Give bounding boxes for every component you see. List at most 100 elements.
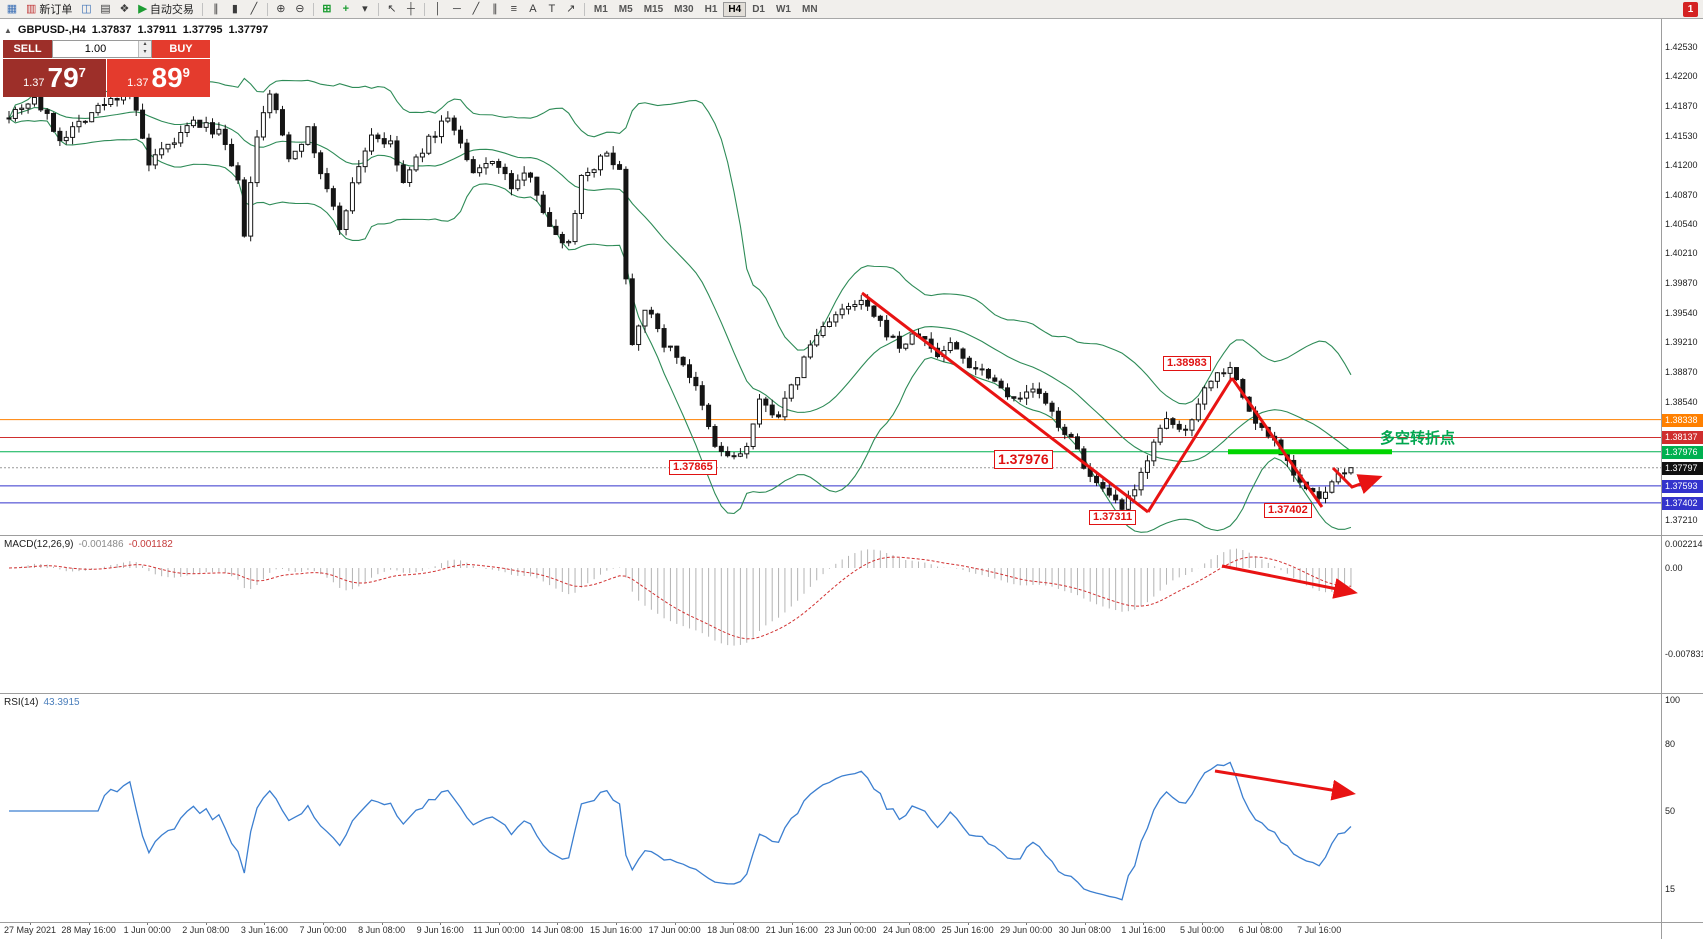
timeframe-M5[interactable]: M5 (618, 3, 633, 15)
autotrading-button[interactable]: ▶ 自动交易 (134, 1, 197, 18)
symbol-period-label: GBPUSD-,H4 (17, 24, 86, 36)
market-watch-icon[interactable]: ◫ (81, 2, 92, 15)
fibonacci-icon[interactable]: ≡ (510, 2, 518, 15)
alert-badge[interactable]: 1 (1683, 2, 1698, 17)
trend-line[interactable] (1331, 466, 1383, 494)
timeframe-W1[interactable]: W1 (775, 3, 791, 15)
time-axis-label: 30 Jun 08:00 (1058, 925, 1111, 935)
candlestick-chart-icon[interactable]: ▮ (231, 2, 238, 15)
crosshair-icon[interactable]: ┼ (406, 2, 415, 15)
timeframe-M30[interactable]: M30 (674, 3, 694, 15)
price-axis-label: 1.39210 (1665, 337, 1698, 348)
current-price-box: 1.37797 (1662, 461, 1703, 475)
sell-price-button[interactable]: 1.37 79 7 (3, 59, 106, 97)
price-axis-label: 1.41200 (1665, 160, 1698, 171)
macd-signal-line (8, 556, 1351, 640)
price-flag-label[interactable]: 1.37311 (1089, 510, 1137, 525)
price-axis-label: 1.40540 (1665, 218, 1698, 229)
time-axis-label: 23 Jun 00:00 (824, 925, 877, 935)
price-axis-label: 1.37210 (1665, 514, 1698, 525)
trend-line[interactable] (1230, 377, 1324, 508)
navigator-icon[interactable]: ❖ (119, 2, 130, 15)
price-axis-label: 1.39870 (1665, 278, 1698, 289)
price-axis-level-box: 1.38137 (1662, 431, 1703, 445)
timeframe-MN[interactable]: MN (801, 3, 818, 15)
panel-splitter-macd[interactable] (0, 535, 1703, 536)
label-tool-icon[interactable]: T (548, 2, 556, 15)
indicators-add-icon[interactable]: + (342, 2, 350, 15)
time-axis-tick (323, 922, 324, 925)
line-chart-icon[interactable]: ╱ (250, 2, 258, 15)
price-axis-label: 1.38870 (1665, 367, 1698, 378)
trend-line[interactable] (1221, 564, 1358, 599)
new-order-label: 新订单 (39, 4, 73, 16)
timeframe-M1[interactable]: M1 (593, 3, 608, 15)
chart-window-icon[interactable]: ▦ (6, 2, 18, 15)
time-axis-tick (909, 922, 910, 925)
one-click-collapse-icon[interactable]: ▲ (4, 25, 12, 35)
arrows-tool-icon[interactable]: ↗ (566, 2, 576, 15)
cursor-icon[interactable]: ↖ (387, 2, 397, 15)
panel-splitter-rsi[interactable] (0, 693, 1703, 694)
rsi-label: RSI(14) 43.3915 (4, 697, 80, 708)
toolbar-separator (312, 2, 314, 16)
time-axis-tick (88, 922, 90, 925)
volume-input[interactable] (53, 41, 138, 57)
price-axis-level-box: 1.38338 (1662, 413, 1703, 427)
zoom-out-icon[interactable]: ⊖ (295, 2, 305, 15)
bar-chart-icon[interactable]: ∥ (213, 2, 219, 15)
horizontal-line-icon[interactable]: ─ (452, 2, 461, 15)
time-axis-label: 18 Jun 08:00 (707, 925, 760, 935)
periods-dropdown-icon[interactable]: ▾ (362, 2, 368, 15)
time-axis-label: 17 Jun 00:00 (648, 925, 701, 935)
bollinger-bands (8, 77, 1352, 533)
volume-up-icon[interactable]: ▴ (139, 41, 151, 49)
time-axis-label: 3 Jun 16:00 (240, 925, 288, 935)
price-flag-label[interactable]: 1.38983 (1163, 356, 1211, 371)
time-axis-label: 24 Jun 08:00 (882, 925, 936, 935)
timeframe-M15[interactable]: M15 (643, 3, 664, 15)
price-flag-label[interactable]: 1.37976 (994, 450, 1053, 469)
time-axis-label: 9 Jun 16:00 (416, 925, 464, 935)
rsi-axis-label: 50 (1665, 806, 1676, 816)
tile-windows-icon[interactable]: ⊞ (322, 2, 332, 15)
trend-line[interactable] (861, 291, 1149, 514)
time-axis-tick (1260, 922, 1262, 925)
buy-price-button[interactable]: 1.37 89 9 (107, 59, 210, 97)
timeframe-H4[interactable]: H4 (723, 1, 747, 17)
time-axis-tick (264, 922, 266, 925)
zoom-in-icon[interactable]: ⊕ (276, 2, 286, 15)
buy-button[interactable]: BUY (152, 40, 210, 58)
vertical-line-icon[interactable]: │ (434, 2, 442, 15)
text-tool-icon[interactable]: A (529, 2, 537, 15)
trend-line[interactable] (1146, 377, 1234, 513)
price-flag-label[interactable]: 1.37865 (669, 460, 717, 475)
timeframe-D1[interactable]: D1 (752, 3, 765, 15)
new-order-icon: ▥ (26, 2, 37, 15)
time-axis-tick (674, 922, 676, 925)
price-axis-level-box: 1.37593 (1662, 479, 1703, 493)
sell-button[interactable]: SELL (3, 40, 52, 58)
macd-label: MACD(12,26,9) -0.001486 -0.001182 (4, 539, 173, 550)
turning-point-annotation[interactable]: 多空转折点 (1380, 430, 1456, 447)
trendline-icon[interactable]: ╱ (472, 2, 480, 15)
timeframe-H1[interactable]: H1 (704, 3, 718, 15)
time-axis-tick (147, 922, 149, 925)
new-order-button[interactable]: ▥ 新订单 (22, 1, 76, 18)
price-axis-label: 1.40870 (1665, 189, 1698, 200)
trend-line[interactable] (1214, 769, 1356, 801)
volume-down-icon[interactable]: ▾ (139, 49, 151, 57)
price-flag-label[interactable]: 1.37402 (1264, 503, 1312, 518)
buy-price-sup: 9 (182, 64, 190, 80)
rsi-axis-label: 80 (1665, 739, 1676, 750)
sell-price-sup: 7 (78, 64, 86, 80)
time-axis-label: 6 Jul 08:00 (1238, 925, 1283, 935)
rsi-line (9, 761, 1352, 901)
time-axis-tick (440, 922, 442, 925)
ohlc-high: 1.37911 (137, 24, 177, 36)
channel-icon[interactable]: ∥ (492, 2, 498, 15)
data-window-icon[interactable]: ▤ (100, 2, 111, 15)
ohlc-low: 1.37795 (182, 24, 223, 36)
